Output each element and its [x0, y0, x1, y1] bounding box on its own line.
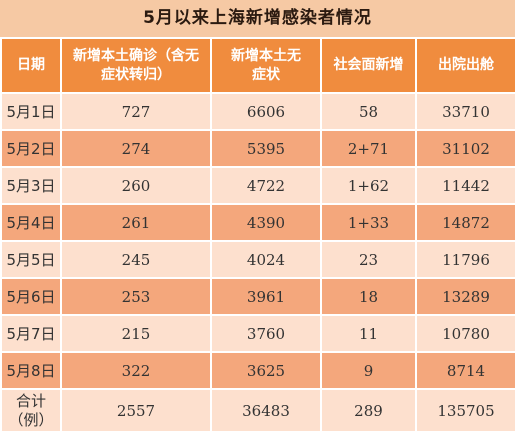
cell-confirmed: 215: [60, 314, 212, 353]
cell-discharged: 14872: [415, 203, 515, 242]
cell-total-discharged: 135705: [415, 388, 515, 433]
table-row: 5月5日 245 4024 23 11796: [0, 240, 515, 279]
cell-community: 1+33: [320, 203, 417, 242]
table-title: 5月以来上海新增感染者情况: [0, 0, 515, 37]
cell-total-community: 289: [320, 388, 417, 433]
cell-total-asymptomatic: 36483: [210, 388, 322, 433]
cell-community: 1+62: [320, 166, 417, 205]
cell-confirmed: 253: [60, 277, 212, 316]
cell-asymptomatic: 4024: [210, 240, 322, 279]
cell-community: 2+71: [320, 129, 417, 168]
cell-discharged: 33710: [415, 92, 515, 131]
cell-date: 5月1日: [0, 92, 62, 131]
cell-total-label: 合计（例）: [0, 388, 62, 433]
header-community: 社会面新增: [320, 37, 417, 94]
cell-confirmed: 727: [60, 92, 212, 131]
cell-asymptomatic: 3625: [210, 351, 322, 390]
cell-confirmed: 322: [60, 351, 212, 390]
cell-date: 5月5日: [0, 240, 62, 279]
cell-asymptomatic: 3961: [210, 277, 322, 316]
cell-date: 5月6日: [0, 277, 62, 316]
cell-community: 58: [320, 92, 417, 131]
total-row: 合计（例） 2557 36483 289 135705: [0, 388, 515, 433]
table-row: 5月6日 253 3961 18 13289: [0, 277, 515, 316]
table-row: 5月8日 322 3625 9 8714: [0, 351, 515, 390]
cell-confirmed: 260: [60, 166, 212, 205]
cell-community: 23: [320, 240, 417, 279]
cell-confirmed: 261: [60, 203, 212, 242]
cell-discharged: 10780: [415, 314, 515, 353]
cell-asymptomatic: 4722: [210, 166, 322, 205]
table-row: 5月3日 260 4722 1+62 11442: [0, 166, 515, 205]
cell-confirmed: 274: [60, 129, 212, 168]
header-date: 日期: [0, 37, 62, 94]
cell-discharged: 31102: [415, 129, 515, 168]
header-discharged: 出院出舱: [415, 37, 515, 94]
cell-date: 5月4日: [0, 203, 62, 242]
cell-discharged: 11796: [415, 240, 515, 279]
table-row: 5月7日 215 3760 11 10780: [0, 314, 515, 353]
cell-community: 11: [320, 314, 417, 353]
cell-discharged: 13289: [415, 277, 515, 316]
cell-date: 5月2日: [0, 129, 62, 168]
cell-total-confirmed: 2557: [60, 388, 212, 433]
cell-asymptomatic: 4390: [210, 203, 322, 242]
cell-confirmed: 245: [60, 240, 212, 279]
header-asymptomatic: 新增本土无症状: [210, 37, 322, 94]
cell-date: 5月7日: [0, 314, 62, 353]
cell-asymptomatic: 5395: [210, 129, 322, 168]
cell-community: 18: [320, 277, 417, 316]
table-row: 5月4日 261 4390 1+33 14872: [0, 203, 515, 242]
header-confirmed: 新增本土确诊（含无症状转归）: [60, 37, 212, 94]
infection-table: 日期 新增本土确诊（含无症状转归） 新增本土无症状 社会面新增 出院出舱 5月1…: [0, 37, 515, 433]
header-row: 日期 新增本土确诊（含无症状转归） 新增本土无症状 社会面新增 出院出舱: [0, 37, 515, 94]
cell-date: 5月3日: [0, 166, 62, 205]
table-row: 5月1日 727 6606 58 33710: [0, 92, 515, 131]
cell-asymptomatic: 6606: [210, 92, 322, 131]
table-row: 5月2日 274 5395 2+71 31102: [0, 129, 515, 168]
cell-community: 9: [320, 351, 417, 390]
cell-date: 5月8日: [0, 351, 62, 390]
cell-discharged: 11442: [415, 166, 515, 205]
cell-asymptomatic: 3760: [210, 314, 322, 353]
cell-discharged: 8714: [415, 351, 515, 390]
